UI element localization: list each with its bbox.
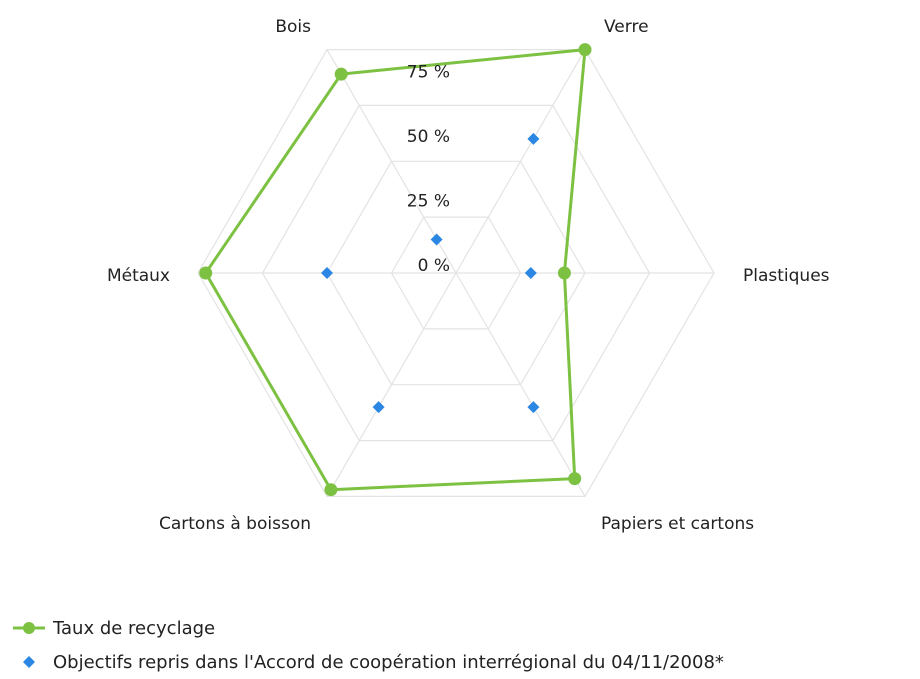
data-point-objectif	[527, 401, 540, 414]
data-point-taux	[334, 67, 348, 81]
legend-marker-taux	[23, 622, 35, 634]
data-point-taux	[578, 43, 592, 57]
radial-tick-label: 0 %	[418, 256, 450, 276]
data-point-taux	[324, 483, 338, 497]
data-point-objectif	[430, 233, 443, 246]
legend-symbol-objectif	[23, 656, 35, 668]
radial-tick-label: 75 %	[407, 63, 450, 83]
data-point-objectif	[524, 267, 537, 279]
series-layer	[199, 43, 592, 497]
legend-label: Objectifs repris dans l'Accord de coopér…	[53, 652, 724, 673]
category-label: Bois	[275, 17, 311, 37]
grid-layer	[197, 48, 715, 497]
legend: Taux de recyclage Objectifs repris dans l…	[13, 618, 724, 673]
radial-tick-label: 50 %	[407, 127, 450, 147]
category-label: Papiers et cartons	[601, 514, 754, 534]
category-label: Plastiques	[743, 266, 830, 286]
radial-tick-label: 25 %	[407, 192, 450, 212]
grid-spoke	[455, 272, 586, 497]
category-label: Verre	[604, 17, 649, 37]
data-point-objectif	[527, 132, 540, 145]
category-label-layer: Verre Plastiques Papiers et cartons Cartons…	[107, 17, 830, 534]
data-point-taux	[557, 266, 571, 280]
category-label: Métaux	[107, 266, 170, 286]
data-point-objectif	[372, 401, 385, 414]
grid-spoke	[455, 49, 586, 274]
series-line-taux	[204, 48, 587, 492]
category-label: Cartons à boisson	[159, 514, 311, 534]
legend-label: Taux de recyclage	[52, 618, 215, 639]
data-point-taux	[568, 472, 582, 486]
data-point-objectif	[321, 267, 333, 279]
grid-spoke	[326, 272, 457, 497]
data-point-taux	[199, 266, 213, 280]
tick-layer: 0 % 25 % 50 % 75 %	[407, 63, 450, 277]
